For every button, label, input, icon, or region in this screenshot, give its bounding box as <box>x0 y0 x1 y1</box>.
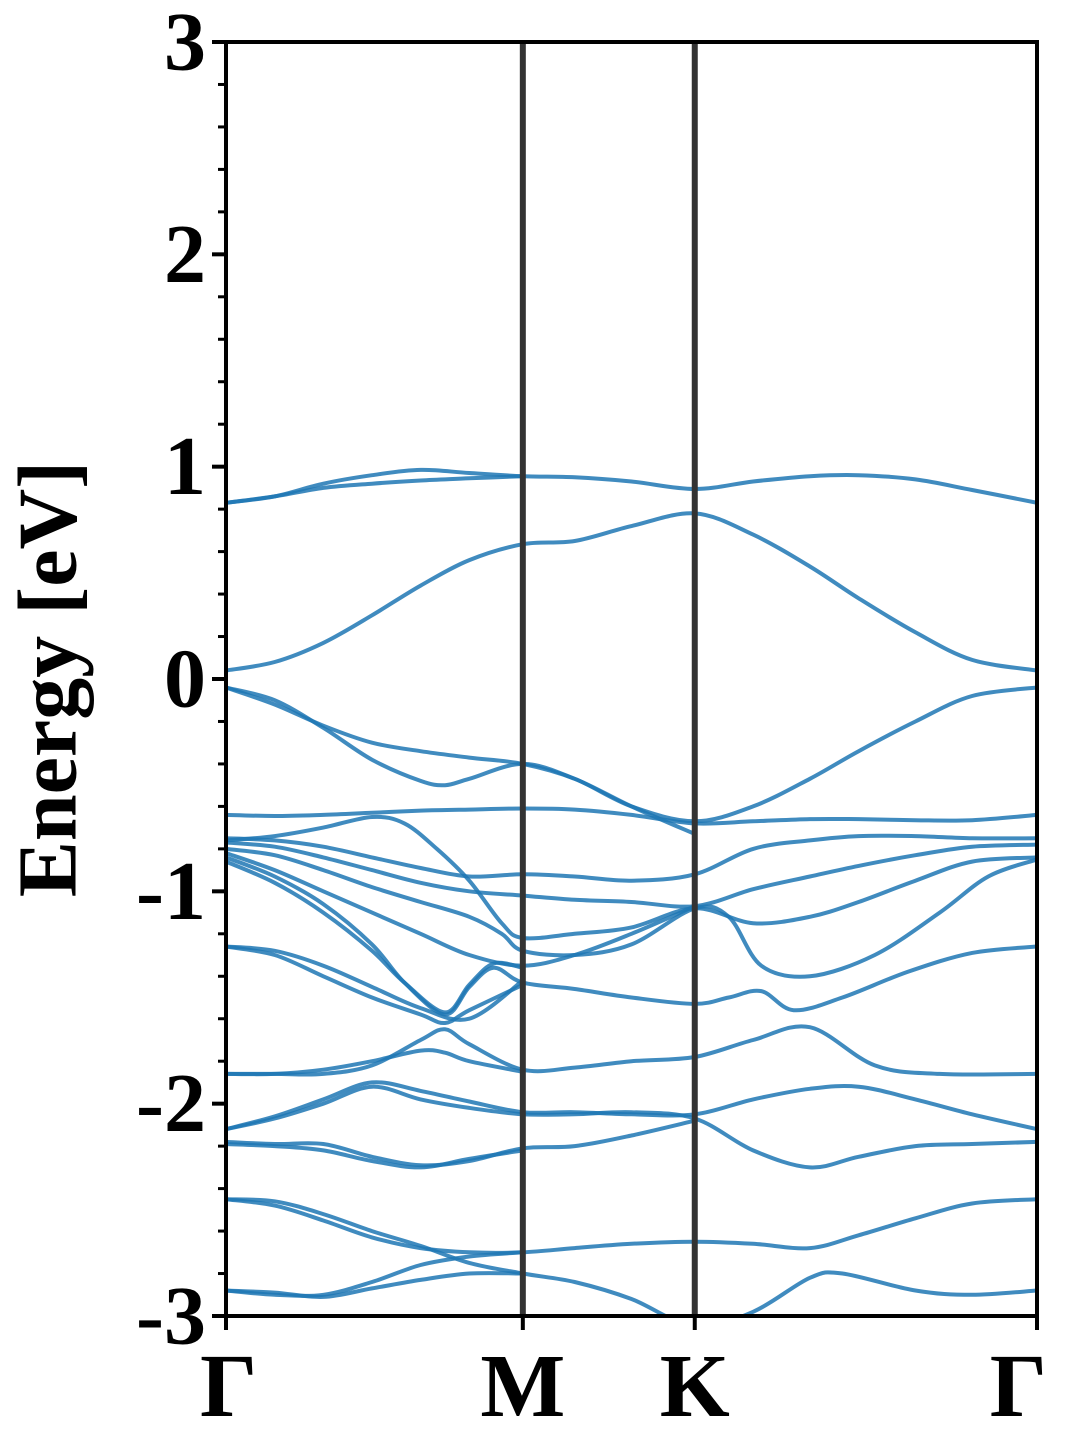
band-line-6 <box>226 806 1037 826</box>
high-symmetry-lines <box>519 42 698 1316</box>
band-line-22 <box>226 1197 1037 1316</box>
band-line-15 <box>226 944 525 1022</box>
band-lines <box>226 467 1037 1316</box>
band-line-7 <box>226 814 1037 941</box>
y-ticks: 3 2 1 0 -1 -2 -3 <box>136 0 226 1363</box>
y-tick-label: -1 <box>136 845 206 938</box>
y-tick-label: 1 <box>164 420 206 513</box>
band-line-24 <box>226 1250 523 1298</box>
band-line-9 <box>226 840 1037 909</box>
band-line-11 <box>226 851 696 968</box>
y-tick-label: 2 <box>164 208 206 301</box>
band-line-10 <box>226 846 1037 979</box>
band-line-4 <box>226 685 1037 824</box>
band-line-18 <box>226 1080 1037 1132</box>
band-line-16 <box>226 1024 1037 1077</box>
band-line-25 <box>226 1271 523 1299</box>
band-line-2 <box>226 474 523 505</box>
band-line-3 <box>226 511 1037 673</box>
band-line-1 <box>226 467 1037 505</box>
y-tick-label: -2 <box>136 1057 206 1150</box>
band-line-21 <box>226 1142 524 1170</box>
x-tick-label-M: M <box>480 1337 565 1436</box>
y-tick-label: -3 <box>136 1270 206 1363</box>
band-line-19 <box>226 1084 1037 1170</box>
y-tick-label: 0 <box>164 633 206 726</box>
x-tick-label-K: K <box>660 1337 730 1436</box>
x-tick-label-Γ: Γ <box>200 1337 257 1436</box>
band-line-8 <box>226 833 1037 883</box>
band-line-17 <box>226 1048 524 1077</box>
band-line-14 <box>226 944 524 1026</box>
x-tick-label-Γ: Γ <box>990 1337 1047 1436</box>
band-line-13 <box>226 859 524 1015</box>
band-line-5 <box>226 685 696 836</box>
y-axis-label: Energy [eV] <box>2 461 95 897</box>
band-line-12 <box>226 855 1037 1017</box>
band-line-23 <box>226 1197 1037 1255</box>
plot-frame <box>224 40 1039 1318</box>
y-tick-label: 3 <box>164 0 206 89</box>
